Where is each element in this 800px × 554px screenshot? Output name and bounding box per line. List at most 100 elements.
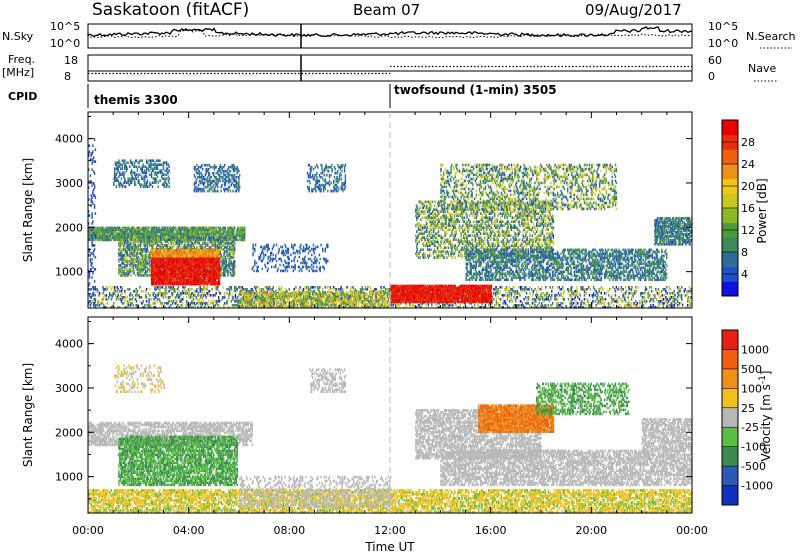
range-gate-cell bbox=[119, 244, 122, 247]
range-gate-cell bbox=[190, 238, 192, 242]
range-gate-cell bbox=[205, 230, 207, 234]
range-gate-cell bbox=[300, 247, 302, 251]
range-gate-cell bbox=[130, 252, 133, 255]
range-gate-cell bbox=[166, 277, 169, 280]
range-gate-cell bbox=[121, 266, 123, 269]
range-gate-cell bbox=[124, 159, 126, 162]
range-gate-cell bbox=[95, 228, 97, 232]
range-gate-cell bbox=[224, 260, 227, 263]
range-gate-cell bbox=[221, 234, 223, 238]
range-gate-cell bbox=[119, 248, 121, 251]
range-gate-cell bbox=[119, 236, 122, 239]
range-gate-cell bbox=[300, 243, 302, 247]
range-gate-cell bbox=[195, 232, 197, 236]
range-gate-cell bbox=[184, 240, 186, 243]
range-gate-cell bbox=[121, 256, 123, 259]
range-gate-cell bbox=[153, 263, 155, 266]
range-gate-cell bbox=[187, 267, 190, 270]
range-gate-cell bbox=[225, 175, 227, 179]
range-gate-cell bbox=[185, 269, 187, 272]
range-gate-cell bbox=[128, 248, 130, 251]
range-gate-cell bbox=[234, 266, 236, 269]
range-gate-cell bbox=[172, 259, 175, 262]
range-gate-cell bbox=[166, 277, 168, 280]
range-gate-cell bbox=[129, 260, 131, 263]
range-gate-cell bbox=[156, 255, 159, 258]
range-gate-cell bbox=[154, 273, 156, 276]
range-gate-cell bbox=[171, 249, 174, 252]
range-gate-cell bbox=[151, 238, 154, 241]
range-gate-cell bbox=[288, 257, 290, 261]
range-gate-cell bbox=[306, 243, 308, 247]
range-gate-cell bbox=[95, 236, 97, 240]
range-gate-cell bbox=[188, 238, 191, 242]
range-gate-cell bbox=[230, 238, 232, 242]
range-gate-cell bbox=[234, 270, 236, 273]
range-gate-cell bbox=[232, 230, 234, 234]
range-gate-cell bbox=[161, 279, 163, 282]
range-gate-cell bbox=[122, 270, 124, 273]
range-gate-cell bbox=[311, 259, 313, 263]
range-gate-cell bbox=[186, 269, 188, 272]
range-gate-cell bbox=[170, 269, 172, 272]
range-gate-cell bbox=[344, 173, 347, 177]
range-gate-cell bbox=[172, 263, 175, 266]
range-gate-cell bbox=[163, 249, 165, 252]
range-gate-cell bbox=[119, 274, 122, 277]
range-gate-cell bbox=[222, 226, 224, 230]
range-gate-cell bbox=[140, 248, 142, 251]
range-gate-cell bbox=[171, 263, 173, 266]
range-gate-cell bbox=[111, 228, 113, 232]
range-gate-cell bbox=[208, 234, 211, 238]
freq-left-tick-top: 18 bbox=[64, 54, 78, 67]
range-gate-cell bbox=[166, 267, 169, 270]
range-gate-cell bbox=[172, 228, 175, 232]
range-gate-cell bbox=[326, 173, 328, 177]
range-gate-cell bbox=[299, 251, 301, 255]
range-gate-cell bbox=[225, 250, 227, 253]
range-gate-cell bbox=[142, 256, 144, 259]
range-gate-cell bbox=[227, 236, 229, 239]
range-gate-cell bbox=[150, 238, 152, 241]
range-gate-cell bbox=[135, 260, 137, 263]
range-gate-cell bbox=[203, 181, 206, 185]
range-gate-cell bbox=[141, 236, 144, 240]
range-gate-cell bbox=[178, 259, 180, 262]
range-gate-cell bbox=[124, 232, 126, 236]
range-gate-cell bbox=[163, 273, 165, 276]
range-gate-cell bbox=[171, 230, 173, 234]
range-gate-cell bbox=[228, 185, 231, 189]
range-gate-cell bbox=[220, 266, 222, 269]
range-gate-cell bbox=[190, 246, 192, 249]
range-gate-cell bbox=[110, 238, 113, 242]
range-gate-cell bbox=[168, 226, 170, 230]
range-gate-cell bbox=[181, 251, 183, 254]
range-gate-cell bbox=[176, 230, 178, 234]
range-gate-cell bbox=[230, 236, 232, 240]
range-gate-cell bbox=[185, 242, 187, 245]
range-gate-cell bbox=[139, 258, 141, 261]
range-gate-cell bbox=[217, 270, 219, 273]
range-gate-cell bbox=[120, 274, 123, 277]
range-gate-cell bbox=[218, 249, 221, 252]
range-gate-cell bbox=[166, 249, 168, 252]
range-gate-cell bbox=[166, 279, 168, 282]
range-gate-cell bbox=[130, 258, 133, 261]
range-gate-cell bbox=[135, 159, 138, 162]
range-gate-cell bbox=[122, 234, 124, 238]
range-gate-cell bbox=[102, 228, 104, 232]
range-gate-cell bbox=[170, 279, 172, 282]
range-gate-cell bbox=[123, 274, 125, 277]
range-gate-cell bbox=[181, 277, 183, 280]
range-gate-cell bbox=[241, 226, 243, 230]
range-gate-cell bbox=[223, 260, 226, 263]
range-gate-cell bbox=[230, 242, 232, 245]
range-gate-cell bbox=[129, 250, 132, 253]
range-gate-cell bbox=[241, 230, 243, 234]
range-gate-cell bbox=[202, 242, 204, 245]
range-gate-cell bbox=[187, 248, 189, 251]
range-gate-cell bbox=[163, 228, 165, 232]
range-gate-cell bbox=[99, 234, 102, 238]
range-gate-cell bbox=[215, 165, 217, 169]
range-gate-cell bbox=[226, 250, 228, 253]
